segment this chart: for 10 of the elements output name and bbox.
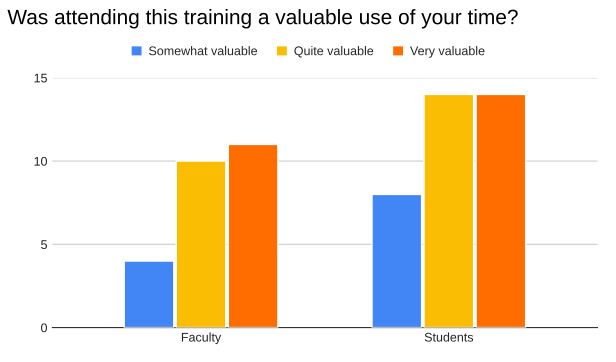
legend-label: Very valuable: [410, 46, 484, 58]
x-tick-label: Faculty: [182, 332, 222, 344]
chart-title: Was attending this training a valuable use of your time?: [7, 9, 518, 28]
legend-label: Somewhat valuable: [149, 46, 258, 56]
y-tick-label: 0: [41, 323, 48, 332]
legend-label: Quite valuable: [294, 46, 374, 58]
y-tick-label: 10: [34, 156, 48, 166]
y-tick-label: 5: [41, 240, 47, 249]
x-tick-label: Students: [424, 332, 474, 342]
y-tick-label: 15: [34, 74, 47, 82]
